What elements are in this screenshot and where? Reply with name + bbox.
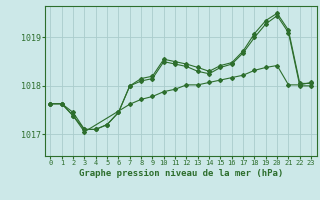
X-axis label: Graphe pression niveau de la mer (hPa): Graphe pression niveau de la mer (hPa) [79,169,283,178]
